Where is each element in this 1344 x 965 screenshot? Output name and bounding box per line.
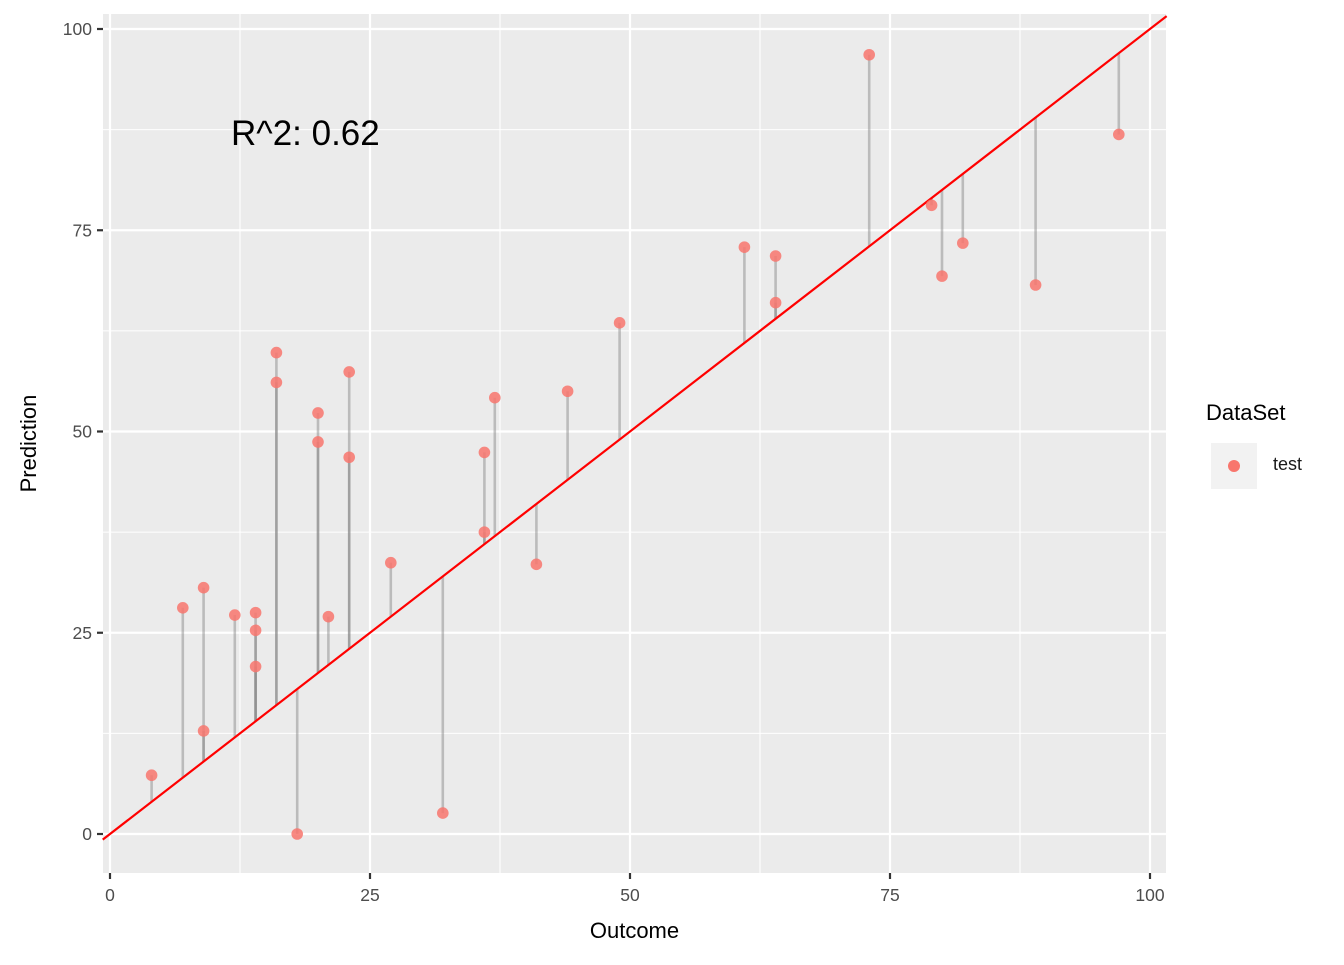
data-point	[1113, 128, 1125, 141]
plot-panel	[103, 14, 1166, 873]
data-point	[249, 624, 262, 637]
data-point	[312, 436, 324, 448]
data-point	[530, 558, 543, 571]
y-axis-ticks: 0 25 50 75 100	[63, 19, 103, 844]
data-point	[312, 407, 324, 419]
x-tick-label: 0	[105, 885, 115, 905]
data-point	[197, 581, 210, 594]
y-axis-title: Prediction	[16, 395, 41, 493]
major-gridlines	[103, 14, 1166, 873]
data-point	[738, 241, 751, 253]
y-tick-label: 100	[63, 19, 92, 39]
legend-key-test	[1211, 443, 1257, 489]
r-squared-annotation: R^2: 0.62	[231, 114, 380, 153]
data-point	[613, 317, 626, 329]
data-point	[769, 250, 782, 262]
data-point	[1029, 279, 1042, 291]
legend-label-test: test	[1273, 454, 1303, 474]
data-points	[145, 48, 1125, 840]
data-point	[291, 828, 304, 840]
data-point	[925, 199, 938, 212]
data-point	[769, 296, 782, 309]
y-tick-label: 25	[73, 623, 92, 643]
x-tick-label: 50	[620, 885, 640, 905]
identity-line	[102, 15, 1168, 841]
data-point	[561, 385, 574, 398]
data-point	[322, 610, 335, 623]
x-tick-label: 75	[880, 885, 899, 905]
data-point	[385, 556, 397, 569]
minor-gridlines	[103, 14, 1166, 873]
data-point	[270, 376, 283, 389]
x-axis-ticks: 0 25 50 75 100	[105, 873, 1165, 905]
data-point	[957, 237, 969, 249]
x-tick-label: 25	[360, 885, 379, 905]
data-point	[197, 725, 210, 737]
data-point	[229, 609, 241, 621]
data-point	[270, 346, 283, 359]
y-tick-label: 75	[73, 220, 92, 240]
x-axis-title: Outcome	[590, 918, 679, 943]
data-point	[249, 660, 262, 673]
y-tick-label: 0	[82, 824, 92, 844]
x-tick-label: 100	[1135, 885, 1164, 905]
data-point	[863, 48, 875, 61]
data-point	[936, 270, 948, 282]
data-point	[478, 446, 491, 459]
data-point	[249, 606, 262, 619]
y-tick-label: 50	[73, 422, 93, 442]
data-point	[478, 526, 491, 538]
legend-point-icon	[1228, 460, 1240, 472]
data-point	[145, 769, 158, 782]
data-point	[177, 601, 189, 614]
data-point	[437, 807, 449, 819]
data-point	[343, 366, 356, 378]
data-point	[489, 391, 501, 404]
legend-title: DataSet	[1206, 400, 1286, 425]
data-point	[343, 451, 356, 464]
